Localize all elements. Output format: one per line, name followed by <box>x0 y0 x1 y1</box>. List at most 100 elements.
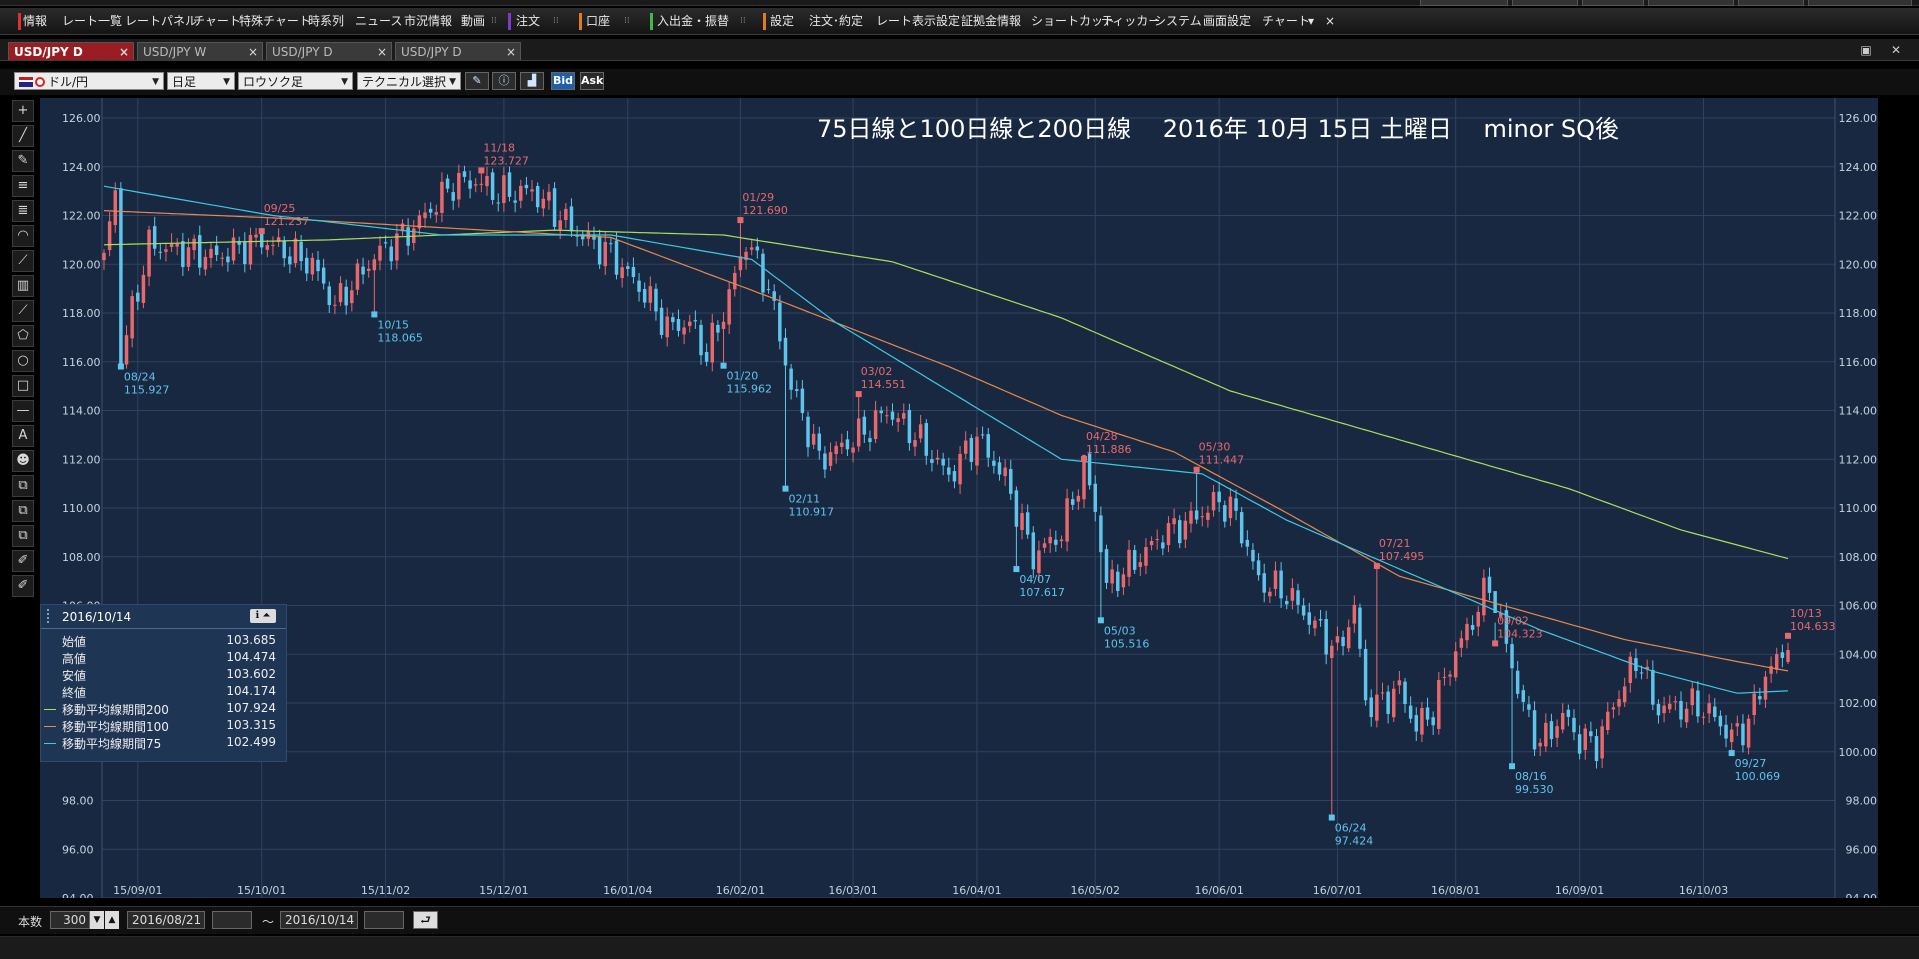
candle-body <box>1673 701 1678 703</box>
candle-body <box>1448 674 1452 677</box>
tab-usdjpy-d-1[interactable]: USD/JPY D × <box>8 42 134 60</box>
rectangle-tool-icon[interactable]: □ <box>12 375 34 397</box>
to-date-input[interactable]: 2016/10/14 <box>280 911 358 929</box>
timeframe-select[interactable]: 日足 ▼ <box>167 72 235 90</box>
price-chart[interactable]: 126.00 126.00 124.00 124.00 122.00 122.00 120.… <box>40 98 1878 898</box>
vertical-lines-icon[interactable]: ▥ <box>12 275 34 297</box>
apply-range-button[interactable]: ⮐ <box>413 911 438 929</box>
menu-ticker[interactable]: ティッカー <box>1101 14 1161 28</box>
copy-tool-icon[interactable]: ⧉ <box>12 475 34 497</box>
top-dropdown[interactable] <box>1738 0 1804 6</box>
close-window-icon[interactable]: ✕ <box>1890 43 1902 57</box>
top-dropdown[interactable] <box>1420 0 1508 6</box>
tab-usdjpy-d-2[interactable]: USD/JPY D × <box>266 42 392 60</box>
chart-shape-icon[interactable]: ▟ <box>520 72 544 90</box>
drag-grip-icon[interactable] <box>47 609 53 623</box>
crosshair-tool-icon[interactable]: + <box>12 100 34 122</box>
menu-time-series[interactable]: 時系列 <box>308 14 345 28</box>
pitchfork-icon[interactable]: ⟋ <box>12 300 34 322</box>
ask-button[interactable]: Ask <box>580 72 604 90</box>
pen-tool-icon[interactable]: ✎ <box>12 150 34 172</box>
tab-close-icon[interactable]: × <box>505 45 516 59</box>
candle-body <box>907 410 912 444</box>
erase-all-tool-icon[interactable]: ✐ <box>12 575 34 597</box>
tab-close-icon[interactable]: × <box>118 45 129 59</box>
top-dropdown[interactable] <box>1582 0 1644 6</box>
chart-style-select[interactable]: ロウソク足 ▼ <box>238 72 353 90</box>
tab-close-icon[interactable]: × <box>247 45 258 59</box>
fan-tool-icon[interactable]: ⟋ <box>12 250 34 272</box>
bid-button[interactable]: Bid <box>551 72 575 90</box>
menu-rate-display[interactable]: レート表示設定 <box>876 14 961 28</box>
candle-body <box>1082 454 1086 500</box>
info-collapse-icon[interactable]: ℹ ⏶ <box>250 609 276 623</box>
menu-info[interactable]: 情報 <box>23 14 48 28</box>
info-icon[interactable]: ⓘ <box>492 72 516 90</box>
menu-rate-list[interactable]: レート一覧 <box>62 14 123 28</box>
data-window[interactable]: 2016/10/14 ℹ ⏶ 始値 103.685 高値 104.474 安値 103.6… <box>40 604 287 762</box>
data-window-value: 104.174 <box>226 684 276 698</box>
duplicate-tool-icon[interactable]: ⧉ <box>12 525 34 547</box>
to-time-input[interactable] <box>364 911 404 929</box>
data-window-label: 安値 <box>62 669 87 683</box>
menu-close-icon[interactable]: × <box>1325 14 1336 28</box>
tab-usdjpy-w[interactable]: USD/JPY W × <box>137 42 263 60</box>
from-time-input[interactable] <box>212 911 252 929</box>
menu-screen-settings[interactable]: 画面設定 <box>1203 14 1252 28</box>
candle-body <box>671 317 675 323</box>
count-up-icon[interactable]: ▲ <box>105 911 119 929</box>
menu-market-info[interactable]: 市況情報 <box>404 14 453 28</box>
drawing-toolbar: + ╱ ✎ ≡ ≣ ◠ ⟋ ▥ ⟋ ⬠ ○ □ — A ☻ ⧉ ⧉ ⧉ ✐ ✐ <box>12 100 36 600</box>
layers-tool-icon[interactable]: ⧉ <box>12 500 34 522</box>
pentagon-icon[interactable]: ⬠ <box>12 325 34 347</box>
fibonacci-icon[interactable]: ≣ <box>12 200 34 222</box>
pen-icon[interactable]: ✎ <box>465 72 489 90</box>
menu-rate-panel[interactable]: レートパネル <box>125 14 198 28</box>
candle-body <box>1330 645 1334 658</box>
menu-settings[interactable]: 設定 <box>770 14 795 28</box>
trendline-tool-icon[interactable]: ╱ <box>12 125 34 147</box>
hline-tool-icon[interactable]: — <box>12 400 34 422</box>
swing-low-value: 97.424 <box>1335 835 1374 848</box>
candle-body <box>1003 467 1007 477</box>
menu-shortcut[interactable]: ショートカット <box>1031 14 1116 28</box>
tab-usdjpy-d-3[interactable]: USD/JPY D × <box>395 42 521 60</box>
menu-more-icon[interactable]: ▾ <box>1308 14 1315 28</box>
count-down-icon[interactable]: ▼ <box>90 911 104 929</box>
horizontal-lines-icon[interactable]: ≡ <box>12 175 34 197</box>
technical-select[interactable]: テクニカル選択 ▼ <box>357 72 461 90</box>
bar-count-input[interactable]: 300 <box>50 911 90 929</box>
candle-body <box>282 240 286 259</box>
top-dropdown[interactable] <box>1512 0 1578 6</box>
top-dropdown[interactable] <box>1648 0 1734 6</box>
chart-canvas[interactable]: 126.00 126.00 124.00 124.00 122.00 122.00 120.… <box>40 98 1878 898</box>
menu-news[interactable]: ニュース <box>355 14 403 28</box>
candle-body <box>378 245 382 261</box>
menu-margin-info[interactable]: 証拠金情報 <box>961 14 1022 28</box>
arc-tool-icon[interactable]: ◠ <box>12 225 34 247</box>
eraser-tool-icon[interactable]: ✐ <box>12 550 34 572</box>
candle-body <box>479 183 484 185</box>
menu-order-execution[interactable]: 注文･約定 <box>809 14 864 28</box>
currency-pair-select[interactable]: ドル/円 ▼ <box>14 72 164 90</box>
text-tool-icon[interactable]: A <box>12 425 34 447</box>
menu-account[interactable]: 口座 <box>586 14 611 28</box>
menu-video[interactable]: 動画 <box>461 14 486 28</box>
top-dropdown[interactable] <box>1808 0 1912 6</box>
swing-high-value: 123.727 <box>483 154 529 167</box>
menu-chart[interactable]: チャート <box>193 14 241 28</box>
menu-system[interactable]: システム <box>1154 14 1202 28</box>
menu-deposit-transfer[interactable]: 入出金・振替 <box>657 14 730 28</box>
maximize-icon[interactable]: ▣ <box>1860 43 1872 57</box>
menu-chart-2[interactable]: チャート <box>1262 14 1310 28</box>
data-window-header[interactable]: 2016/10/14 ℹ ⏶ <box>41 605 286 629</box>
candle-body <box>490 172 495 200</box>
from-date-input[interactable]: 2016/08/21 <box>127 911 205 929</box>
tab-close-icon[interactable]: × <box>376 45 387 59</box>
swing-high-date: 01/29 <box>742 191 774 204</box>
stamp-tool-icon[interactable]: ☻ <box>12 450 34 472</box>
menu-special-chart[interactable]: 特殊チャート <box>239 14 311 28</box>
timeframe-label: 日足 <box>172 75 197 89</box>
circle-tool-icon[interactable]: ○ <box>12 350 34 372</box>
menu-order[interactable]: 注文 <box>516 14 541 28</box>
